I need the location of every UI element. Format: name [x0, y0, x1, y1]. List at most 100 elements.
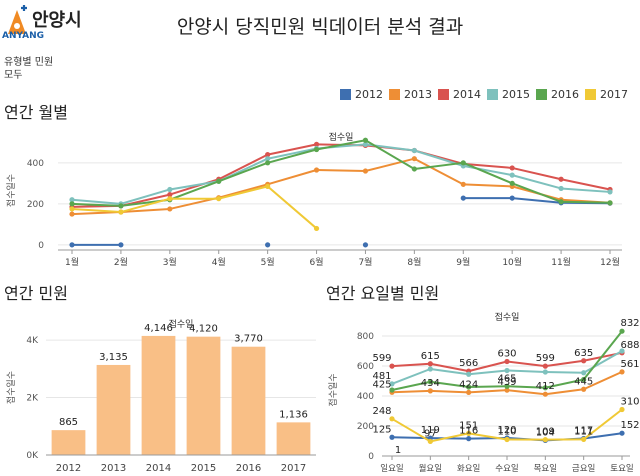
data-point-2017	[216, 196, 222, 202]
series-line-2013	[391, 389, 431, 394]
series-line-2015	[583, 350, 623, 374]
y-tick-label: 2K	[26, 394, 39, 404]
x-tick-label: 6월	[310, 256, 324, 268]
data-label-2016: 465	[497, 373, 516, 384]
y-tick-label: 4K	[26, 336, 39, 346]
data-point-2014	[581, 358, 587, 364]
bar-2013	[96, 364, 131, 455]
legend-item-2014[interactable]: 2014	[438, 88, 481, 101]
y-axis-label: 접수일수	[327, 373, 339, 406]
x-tick-label: 2012	[56, 463, 81, 474]
data-point-2016	[581, 376, 587, 383]
data-point-2014	[265, 152, 271, 158]
series-line-2013	[365, 157, 415, 172]
legend-item-2013[interactable]: 2013	[389, 88, 432, 101]
bar-2014	[141, 335, 176, 455]
data-point-2016	[389, 387, 395, 393]
series-line-2015	[430, 368, 469, 376]
data-point-2016	[558, 199, 564, 205]
y-tick-label: 600	[357, 362, 374, 372]
data-point-2017	[427, 438, 433, 445]
filter-value[interactable]: 모두	[4, 70, 23, 81]
data-point-2014	[558, 176, 564, 182]
x-tick-label: 4월	[212, 256, 226, 268]
legend-label-2014: 2014	[453, 88, 481, 101]
series-line-2012	[512, 197, 562, 204]
legend-item-2017[interactable]: 2017	[585, 88, 628, 101]
series-line-2013	[468, 389, 508, 394]
series-line-2016	[545, 378, 584, 389]
series-line-2016	[582, 330, 623, 381]
x-tick-label: 일요일	[380, 464, 403, 474]
data-point-2014	[542, 363, 548, 369]
series-line-2017	[120, 197, 171, 213]
data-point-2012	[466, 436, 472, 442]
data-label-2013: 412	[536, 381, 555, 392]
bar-2017	[276, 422, 311, 455]
legend-item-2016[interactable]: 2016	[536, 88, 579, 101]
data-point-2017	[389, 416, 395, 422]
series-line-2015	[511, 174, 562, 190]
data-point-2015	[466, 371, 472, 377]
legend-item-2012[interactable]: 2012	[340, 88, 383, 101]
filter-label: 유형별 민원	[4, 57, 54, 68]
data-point-2016	[460, 160, 466, 166]
data-point-2012	[460, 195, 466, 201]
data-label-2012: 120	[497, 425, 516, 436]
data-label-2017: 310	[620, 397, 639, 408]
data-point-2016	[69, 201, 75, 207]
legend-label-2015: 2015	[502, 88, 530, 101]
data-point-2016	[313, 146, 320, 153]
series-line-2014	[545, 359, 584, 368]
y-tick-label: 0	[38, 241, 44, 251]
series-line-2013	[430, 389, 469, 394]
data-point-2016	[542, 385, 548, 391]
x-tick-label: 5월	[261, 256, 275, 268]
series-line-2017	[468, 432, 508, 441]
series-line-2014	[463, 162, 513, 169]
section-title-annual: 연간 민원	[4, 284, 68, 303]
data-label-2017: 110	[497, 427, 516, 438]
bar-2012	[51, 430, 86, 455]
x-tick-label: 11월	[551, 256, 571, 268]
legend-swatch-2016	[536, 89, 547, 100]
data-label-2013: 425	[372, 379, 391, 390]
data-point-2012	[118, 242, 124, 248]
legend-item-2015[interactable]: 2015	[487, 88, 530, 101]
data-point-2016	[427, 379, 433, 385]
data-point-2015	[389, 381, 395, 387]
section-title-weekday: 연간 요일별 민원	[326, 284, 440, 303]
data-label-2012: 152	[620, 420, 639, 431]
bar-value-label: 4,120	[189, 324, 218, 335]
series-line-2014	[391, 362, 431, 368]
data-point-2017	[619, 406, 625, 413]
x-tick-label: 월요일	[419, 463, 442, 474]
data-label-2012: 119	[421, 425, 440, 436]
data-label-2013: 445	[574, 376, 593, 387]
data-point-2017	[167, 196, 173, 202]
data-point-2015	[619, 348, 625, 354]
series-line-2017	[266, 185, 318, 230]
series-line-2015	[468, 369, 508, 376]
series-line-2014	[511, 166, 562, 181]
data-label-2017: 97	[424, 428, 437, 439]
x-tick-label: 2017	[281, 463, 306, 474]
data-label-extra: 1	[395, 445, 401, 456]
data-point-2014	[427, 361, 433, 367]
series-line-2015	[267, 147, 317, 160]
data-point-2013	[427, 388, 433, 394]
data-point-2015	[504, 367, 510, 374]
series-line-2015	[506, 369, 546, 373]
data-label-2017: 151	[459, 420, 478, 431]
logo-text: 안양시	[32, 10, 82, 31]
legend-swatch-2015	[487, 89, 498, 100]
series-line-2015	[463, 164, 513, 177]
series-line-2015	[71, 198, 121, 205]
series-line-2016	[430, 380, 469, 388]
series-line-2016	[462, 161, 513, 185]
series-line-2013	[218, 183, 268, 199]
year-legend: 2012 2013 2014 2015 2016 2017	[340, 88, 638, 106]
data-point-2016	[509, 180, 515, 186]
x-tick-label: 목요일	[534, 464, 557, 474]
